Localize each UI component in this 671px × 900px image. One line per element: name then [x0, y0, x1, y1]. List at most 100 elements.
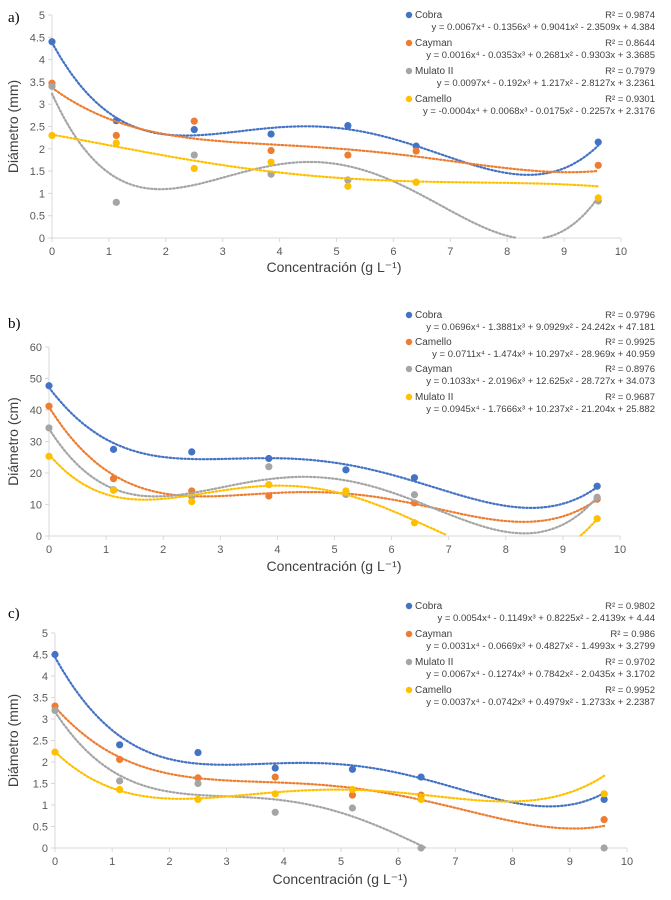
- data-point-cobra: [188, 448, 196, 456]
- data-point-cobra: [417, 773, 425, 781]
- y-tick-label: 5: [42, 628, 48, 640]
- legend-label: Cobra: [415, 10, 443, 21]
- data-point-camello: [116, 785, 124, 794]
- y-tick-label: 4.5: [30, 32, 45, 44]
- data-point-camello: [48, 131, 56, 140]
- chart-a: a)0 1 2 3 4 5 6 7 8 9 1000.511.522.533.544.55Conce…: [5, 10, 655, 275]
- data-point-cobra: [594, 138, 602, 146]
- x-tick-label: 0: [52, 856, 58, 868]
- legend-marker: [405, 602, 413, 610]
- y-tick-label: 10: [30, 500, 42, 512]
- data-point-cayman: [594, 161, 602, 169]
- r-squared: R² = 0.9301: [605, 94, 655, 105]
- data-point-cayman: [412, 147, 420, 155]
- legend-marker: [405, 39, 413, 47]
- x-tick-label: 6: [395, 856, 401, 868]
- x-tick-label: 3: [220, 246, 226, 258]
- r-squared: R² = 0.9925: [605, 337, 655, 348]
- data-point-cobra: [190, 126, 198, 134]
- x-tick-label: 9: [561, 246, 567, 258]
- legend-marker: [405, 95, 413, 103]
- data-point-mulato-ii: [51, 706, 59, 715]
- data-point-mulato-ii: [593, 515, 601, 523]
- data-point-camello: [412, 178, 420, 186]
- trendline-equation: y = 0.0067x⁴ - 0.1274x³ + 0.7842x² - 2.0…: [426, 669, 655, 680]
- trendline-equation: y = 0.0016x⁴ - 0.0353x³ + 0.2681x² - 0.9…: [426, 50, 655, 61]
- y-tick-label: 1: [42, 800, 48, 812]
- x-tick-label: 4: [274, 544, 280, 556]
- legend-marker: [405, 630, 413, 638]
- y-axis-title: Diámetro (mm): [5, 80, 21, 173]
- data-point-cayman: [348, 791, 357, 799]
- data-point-mulato-ii: [271, 808, 279, 816]
- r-squared: R² = 0.9874: [605, 10, 655, 21]
- legend-label: Cobra: [415, 310, 443, 321]
- y-tick-label: 60: [30, 342, 42, 354]
- x-tick-label: 7: [447, 246, 453, 258]
- legend-label: Mulato II: [415, 392, 453, 403]
- data-point-mulato-ii: [265, 481, 273, 489]
- data-point-cobra: [410, 474, 419, 482]
- x-tick-label: 2: [166, 856, 172, 868]
- r-squared: R² = 0.9796: [605, 310, 655, 321]
- r-squared: R² = 0.986: [610, 629, 655, 640]
- legend-marker: [405, 393, 413, 401]
- data-point-mulato-ii: [600, 844, 608, 852]
- x-tick-label: 4: [281, 856, 287, 868]
- y-tick-label: 0.5: [33, 822, 48, 834]
- data-point-camello: [194, 795, 202, 804]
- y-tick-label: 2.5: [30, 122, 45, 134]
- y-tick-label: 1.5: [33, 779, 48, 791]
- y-tick-label: 0.5: [30, 211, 45, 223]
- legend-label: Cayman: [415, 629, 452, 640]
- legend-marker: [405, 11, 413, 19]
- data-point-cobra: [194, 748, 202, 757]
- chart-c: c) 0 1 2 3 4 5 6 7 8 9 10 0 0.5 1 1.5 2 2.5 3 3.5 4 4.5 5 Conce…: [5, 601, 655, 887]
- x-tick-label: 7: [446, 544, 452, 556]
- y-tick-label: 3: [39, 99, 45, 111]
- x-tick-label: 3: [224, 856, 230, 868]
- chart-b: b) 0 1 2 3 4 5 6 7 8 9 10 0 10 20 30 40 50 60 Concentración…: [5, 310, 655, 574]
- data-point-mulato-ii: [109, 486, 118, 494]
- panel-label: b): [8, 316, 21, 332]
- legend-label: Camello: [415, 94, 452, 105]
- x-tick-label: 5: [333, 246, 339, 258]
- data-point-cayman: [116, 755, 124, 764]
- data-point-cobra: [342, 466, 350, 474]
- data-point-cobra: [348, 765, 357, 773]
- y-tick-label: 2: [42, 757, 48, 769]
- x-tick-label: 1: [103, 544, 109, 556]
- x-tick-label: 0: [49, 246, 55, 258]
- legend-label: Cobra: [415, 601, 443, 612]
- data-point-cayman: [344, 151, 352, 159]
- y-tick-label: 5: [39, 10, 45, 22]
- legend-marker: [405, 338, 413, 346]
- y-tick-label: 30: [30, 437, 42, 449]
- data-point-cobra: [344, 122, 352, 130]
- data-point-camello: [112, 139, 120, 147]
- y-tick-label: 0: [36, 531, 42, 543]
- trendline-mulato-ii: [50, 92, 600, 239]
- data-point-camello: [190, 164, 198, 173]
- trendline-cayman: [53, 705, 606, 830]
- data-point-camello: [417, 795, 425, 804]
- r-squared: R² = 0.8644: [605, 38, 655, 49]
- data-point-cayman: [190, 117, 198, 125]
- y-tick-label: 4.5: [33, 650, 48, 662]
- trendline-cobra: [47, 386, 599, 509]
- data-point-cobra: [51, 650, 59, 659]
- legend-label: Mulato II: [415, 657, 453, 668]
- data-point-camello: [45, 402, 53, 410]
- x-axis-title: Concentración (g L⁻¹): [266, 558, 401, 574]
- x-tick-label: 1: [109, 856, 115, 868]
- legend-marker: [405, 311, 413, 319]
- x-axis-title: Concentración (g L⁻¹): [272, 871, 407, 887]
- data-point-camello: [271, 790, 279, 798]
- r-squared: R² = 0.9687: [605, 392, 655, 403]
- data-point-camello: [109, 475, 118, 483]
- r-squared: R² = 0.9952: [605, 685, 655, 696]
- data-point-camello: [600, 790, 608, 798]
- data-point-mulato-ii: [190, 151, 198, 159]
- x-tick-label: 9: [567, 856, 573, 868]
- data-point-mulato-ii: [188, 498, 196, 506]
